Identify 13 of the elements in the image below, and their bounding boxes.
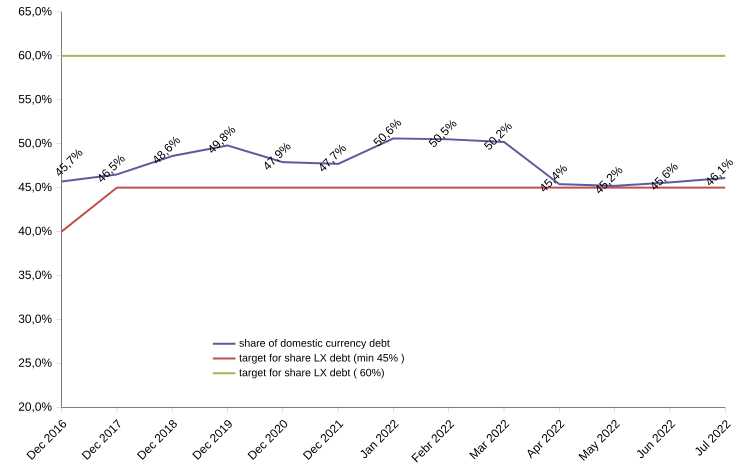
y-tick-label: 60,0% bbox=[18, 51, 52, 61]
y-tick-label: 40,0% bbox=[18, 226, 52, 237]
y-tick-label: 45,0% bbox=[18, 182, 52, 193]
y-tick-label: 55,0% bbox=[18, 94, 52, 105]
y-tick-label: 65,0% bbox=[18, 7, 52, 17]
legend-label: share of domestic currency debt bbox=[239, 339, 390, 349]
legend-label: target for share LX debt (min 45% ) bbox=[239, 354, 404, 364]
y-tick-label: 20,0% bbox=[18, 402, 52, 412]
y-tick-label: 30,0% bbox=[18, 314, 52, 324]
legend-label: target for share LX debt ( 60%) bbox=[239, 368, 384, 379]
y-tick-label: 50,0% bbox=[18, 138, 52, 149]
y-tick-label: 25,0% bbox=[18, 358, 52, 368]
y-tick-label: 35,0% bbox=[18, 270, 52, 280]
